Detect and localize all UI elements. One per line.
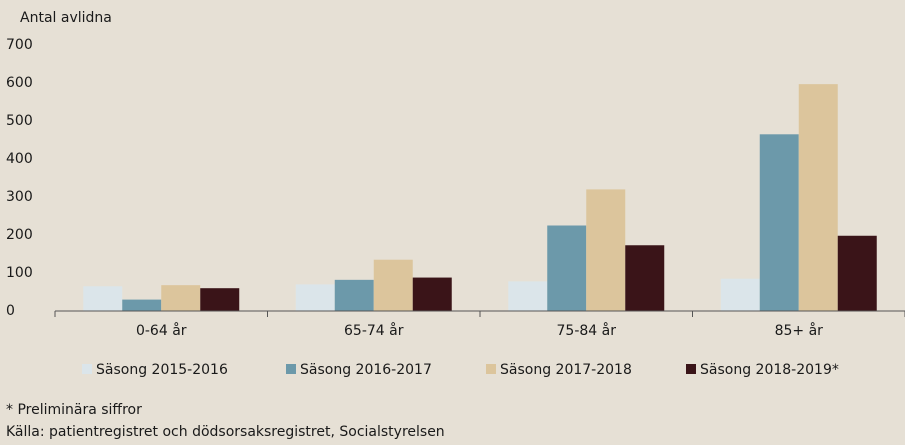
x-tick-label: 85+ år bbox=[775, 322, 824, 339]
legend-label: Säsong 2015-2016 bbox=[96, 362, 228, 378]
bar bbox=[837, 235, 877, 311]
bar bbox=[798, 84, 838, 311]
legend-label: Säsong 2017-2018 bbox=[500, 362, 632, 378]
legend-swatch bbox=[486, 364, 496, 374]
legend-swatch bbox=[686, 364, 696, 374]
x-tick-label: 65-74 år bbox=[344, 322, 404, 339]
note: Källa: patientregistret och dödsorsaksre… bbox=[6, 424, 445, 440]
bar bbox=[161, 285, 201, 311]
note: * Preliminära siffror bbox=[6, 402, 142, 418]
bar bbox=[412, 277, 452, 311]
x-tick-label: 75-84 år bbox=[557, 322, 617, 339]
y-axis-label: Antal avlidna bbox=[20, 10, 112, 26]
y-tick-label: 500 bbox=[6, 113, 33, 129]
bar bbox=[759, 134, 799, 311]
bar bbox=[295, 284, 335, 311]
bar bbox=[334, 279, 374, 311]
legend-label: Säsong 2016-2017 bbox=[300, 362, 432, 378]
legend-swatch bbox=[82, 364, 92, 374]
y-tick-label: 0 bbox=[6, 303, 15, 319]
x-tick-label: 0-64 år bbox=[136, 322, 187, 339]
y-tick-label: 100 bbox=[6, 265, 33, 281]
legend-swatch bbox=[286, 364, 296, 374]
bar bbox=[83, 286, 123, 311]
bar bbox=[373, 259, 413, 311]
bar bbox=[508, 281, 548, 311]
bar bbox=[122, 299, 162, 311]
y-tick-label: 600 bbox=[6, 75, 33, 91]
bar bbox=[200, 288, 240, 311]
y-tick-label: 200 bbox=[6, 227, 33, 243]
legend-label: Säsong 2018-2019* bbox=[700, 362, 839, 378]
bar bbox=[720, 278, 760, 311]
y-tick-label: 700 bbox=[6, 37, 33, 53]
y-tick-label: 300 bbox=[6, 189, 33, 205]
bar bbox=[625, 245, 665, 311]
bar bbox=[547, 225, 587, 311]
bar bbox=[586, 189, 626, 311]
y-tick-label: 400 bbox=[6, 151, 33, 167]
